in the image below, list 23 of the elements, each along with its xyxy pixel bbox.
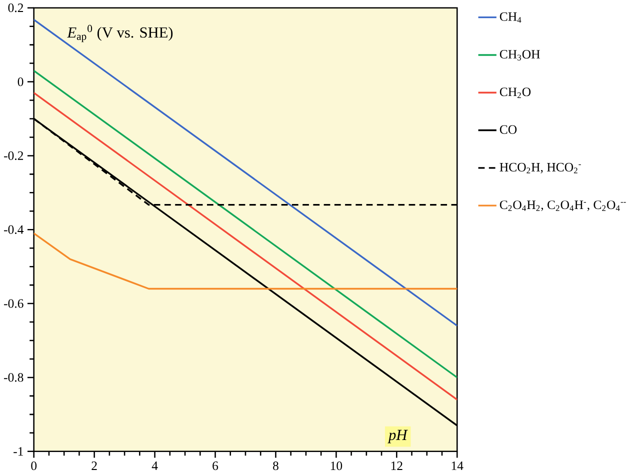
y-axis-title: E$_{ap}$$^{0}$ (V vs. SHE)	[67, 25, 173, 42]
x-tick-label: 10	[330, 462, 342, 470]
x-axis-title: pH	[388, 430, 408, 444]
x-tick-label: 6	[212, 462, 218, 470]
legend-label: CH$_{4}$	[500, 12, 522, 23]
x-tick-label: 0	[31, 462, 37, 470]
text: C$_{2}$O$_{4}$H$_{2}$, C$_{2}$O$_{4}$H$^{-}$, C$_{2}$O$_{4}$--	[500, 200, 626, 212]
x-tick-label: 12	[391, 462, 402, 470]
legend-label: CH$_{2}$O	[500, 88, 531, 98]
y-tick-label: 0	[18, 78, 24, 86]
x-tick-label: 2	[92, 462, 97, 470]
y-tick-label: -1	[14, 447, 23, 456]
legend-label: CH$_{3}$OH	[500, 50, 540, 61]
y-tick-label: -0.6	[4, 299, 24, 308]
y-tick-label: -0.4	[4, 225, 24, 234]
x-tick-label: 4	[152, 462, 158, 470]
y-tick-label: 0.2	[8, 4, 24, 12]
y-tick-label: -0.8	[4, 373, 24, 382]
y-tick-label: -0.2	[4, 152, 24, 160]
legend-label: HCO$_{2}$H, HCO$_{2}$-	[500, 163, 581, 174]
legend-label: CO	[500, 125, 517, 134]
x-tick-label: 8	[273, 462, 278, 470]
x-tick-label: 14	[452, 462, 464, 470]
